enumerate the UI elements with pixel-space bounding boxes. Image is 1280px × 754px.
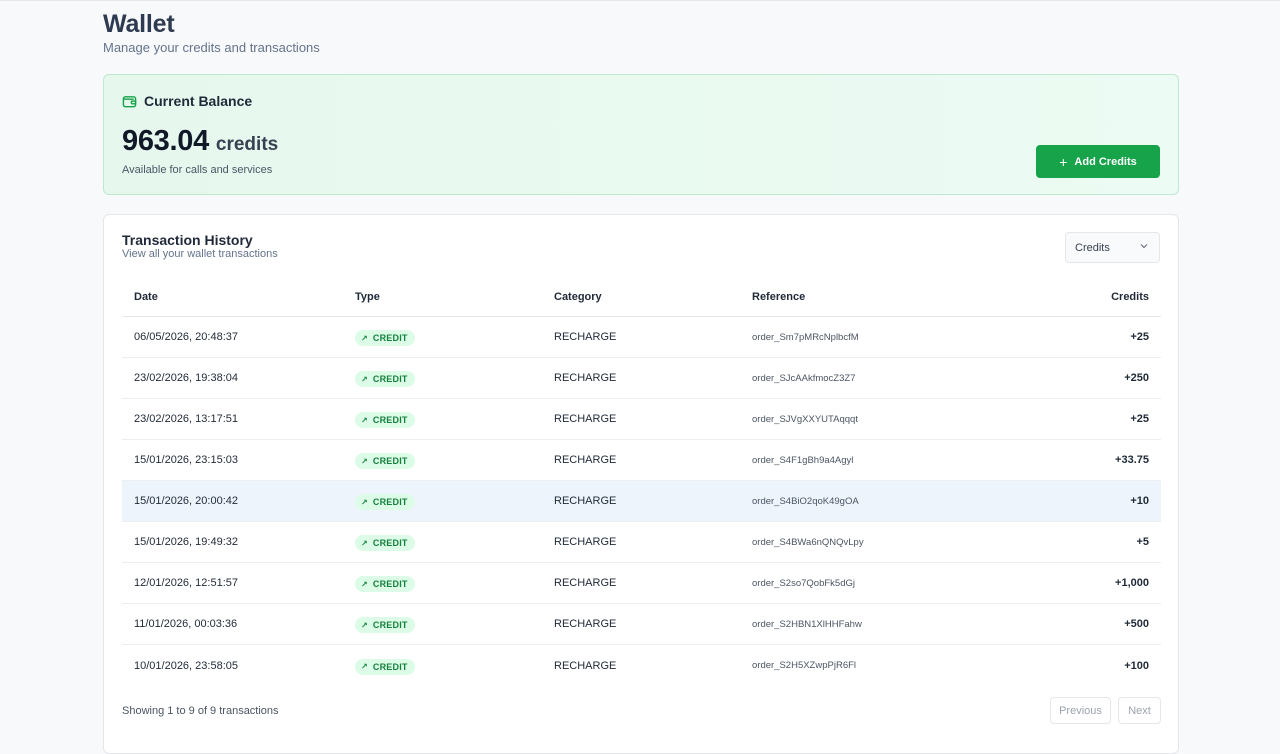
type-badge: ↗ CREDIT xyxy=(355,412,415,429)
balance-note: Available for calls and services xyxy=(122,164,273,176)
column-header-reference: Reference xyxy=(752,290,806,303)
row-reference: order_SJVgXXYUTAqqqt xyxy=(752,413,858,425)
table-row[interactable]: 15/01/2026, 19:49:32 ↗ CREDIT RECHARGE or… xyxy=(122,522,1161,563)
row-credits: +33.75 xyxy=(1115,454,1149,466)
table-row[interactable]: 15/01/2026, 20:00:42 ↗ CREDIT RECHARGE or… xyxy=(122,481,1161,522)
row-reference: order_S4F1gBh9a4Agyl xyxy=(752,454,854,466)
row-category: RECHARGE xyxy=(554,659,617,672)
row-credits: +10 xyxy=(1130,495,1149,507)
row-category: RECHARGE xyxy=(554,454,617,466)
row-date: 12/01/2026, 12:51:57 xyxy=(134,577,238,589)
transaction-filter-select[interactable]: Credits xyxy=(1065,232,1160,263)
row-reference: order_S2H5XZwpPjR6Fl xyxy=(752,660,857,671)
arrow-up-right-icon: ↗ xyxy=(361,579,368,589)
history-subtitle: View all your wallet transactions xyxy=(122,248,278,260)
row-date: 15/01/2026, 20:00:42 xyxy=(134,495,238,507)
table-row[interactable]: 23/02/2026, 19:38:04 ↗ CREDIT RECHARGE or… xyxy=(122,358,1161,399)
row-date: 23/02/2026, 13:17:51 xyxy=(134,413,238,425)
table-row[interactable]: 10/01/2026, 23:58:05 ↗ CREDIT RECHARGE or… xyxy=(122,645,1161,686)
plus-icon: + xyxy=(1059,153,1068,170)
column-header-credits: Credits xyxy=(1111,290,1149,303)
arrow-up-right-icon: ↗ xyxy=(361,620,368,630)
row-reference: order_S4BWa6nQNQvLpy xyxy=(752,536,864,548)
row-category: RECHARGE xyxy=(554,331,617,343)
arrow-up-right-icon: ↗ xyxy=(361,538,368,548)
history-title: Transaction History xyxy=(122,232,253,248)
type-badge: ↗ CREDIT xyxy=(355,576,415,593)
row-credits: +500 xyxy=(1124,618,1149,630)
row-category: RECHARGE xyxy=(554,577,617,589)
balance-header: Current Balance xyxy=(122,93,252,109)
filter-value: Credits xyxy=(1075,241,1110,254)
row-reference: order_Sm7pMRcNplbcfM xyxy=(752,331,859,343)
add-credits-label: Add Credits xyxy=(1074,155,1137,168)
row-reference: order_SJcAAkfmocZ3Z7 xyxy=(752,372,856,384)
type-badge: ↗ CREDIT xyxy=(355,330,415,347)
arrow-up-right-icon: ↗ xyxy=(361,374,368,384)
add-credits-button[interactable]: + Add Credits xyxy=(1036,145,1160,178)
arrow-up-right-icon: ↗ xyxy=(361,333,368,343)
type-badge: ↗ CREDIT xyxy=(355,617,415,634)
table-row[interactable]: 12/01/2026, 12:51:57 ↗ CREDIT RECHARGE or… xyxy=(122,563,1161,604)
table-row[interactable]: 11/01/2026, 00:03:36 ↗ CREDIT RECHARGE or… xyxy=(122,604,1161,645)
balance-amount: 963.04 credits xyxy=(122,125,278,158)
table-row[interactable]: 23/02/2026, 13:17:51 ↗ CREDIT RECHARGE or… xyxy=(122,399,1161,440)
row-reference: order_S4BiO2qoK49gOA xyxy=(752,495,859,507)
arrow-up-right-icon: ↗ xyxy=(361,662,368,672)
row-date: 15/01/2026, 23:15:03 xyxy=(134,454,238,466)
column-header-type: Type xyxy=(355,290,380,303)
column-header-date: Date xyxy=(134,290,158,303)
row-credits: +250 xyxy=(1124,372,1149,384)
table-header: Date Type Category Reference Credits xyxy=(122,277,1161,317)
balance-unit: credits xyxy=(215,134,279,155)
transaction-history-card: Transaction History View all your wallet… xyxy=(103,214,1179,754)
previous-page-button[interactable]: Previous xyxy=(1050,697,1111,724)
row-date: 23/02/2026, 19:38:04 xyxy=(134,372,238,384)
balance-value: 963.04 xyxy=(122,125,209,157)
table-row[interactable]: 06/05/2026, 20:48:37 ↗ CREDIT RECHARGE or… xyxy=(122,317,1161,358)
transactions-table: Date Type Category Reference Credits 06/… xyxy=(122,277,1161,686)
next-page-button[interactable]: Next xyxy=(1118,697,1161,724)
row-credits: +100 xyxy=(1124,659,1149,672)
row-category: RECHARGE xyxy=(554,495,617,507)
balance-title: Current Balance xyxy=(144,93,253,109)
row-credits: +1,000 xyxy=(1115,577,1149,589)
row-reference: order_S2HBN1XlHHFahw xyxy=(752,618,862,630)
row-category: RECHARGE xyxy=(554,413,617,425)
column-header-category: Category xyxy=(554,290,602,303)
pagination-info: Showing 1 to 9 of 9 transactions xyxy=(122,705,279,717)
type-badge: ↗ CREDIT xyxy=(355,371,415,388)
page-subtitle: Manage your credits and transactions xyxy=(103,40,320,55)
type-badge: ↗ CREDIT xyxy=(355,453,415,470)
type-badge: ↗ CREDIT xyxy=(355,494,415,511)
row-date: 11/01/2026, 00:03:36 xyxy=(134,618,238,630)
row-credits: +25 xyxy=(1130,331,1149,343)
balance-card: Current Balance 963.04 credits Available… xyxy=(103,74,1179,195)
chevron-down-icon xyxy=(1139,241,1149,254)
arrow-up-right-icon: ↗ xyxy=(361,456,368,466)
table-row[interactable]: 15/01/2026, 23:15:03 ↗ CREDIT RECHARGE or… xyxy=(122,440,1161,481)
arrow-up-right-icon: ↗ xyxy=(361,415,368,425)
type-badge: ↗ CREDIT xyxy=(355,658,415,675)
row-date: 06/05/2026, 20:48:37 xyxy=(134,331,238,343)
wallet-icon xyxy=(122,94,137,109)
type-badge: ↗ CREDIT xyxy=(355,535,415,552)
row-date: 10/01/2026, 23:58:05 xyxy=(134,659,238,672)
arrow-up-right-icon: ↗ xyxy=(361,497,368,507)
row-date: 15/01/2026, 19:49:32 xyxy=(134,536,238,548)
row-reference: order_S2so7QobFk5dGj xyxy=(752,577,855,589)
row-category: RECHARGE xyxy=(554,536,617,548)
page-title: Wallet xyxy=(103,10,175,38)
row-category: RECHARGE xyxy=(554,618,617,630)
row-credits: +5 xyxy=(1136,536,1149,548)
row-credits: +25 xyxy=(1130,413,1149,425)
row-category: RECHARGE xyxy=(554,372,617,384)
